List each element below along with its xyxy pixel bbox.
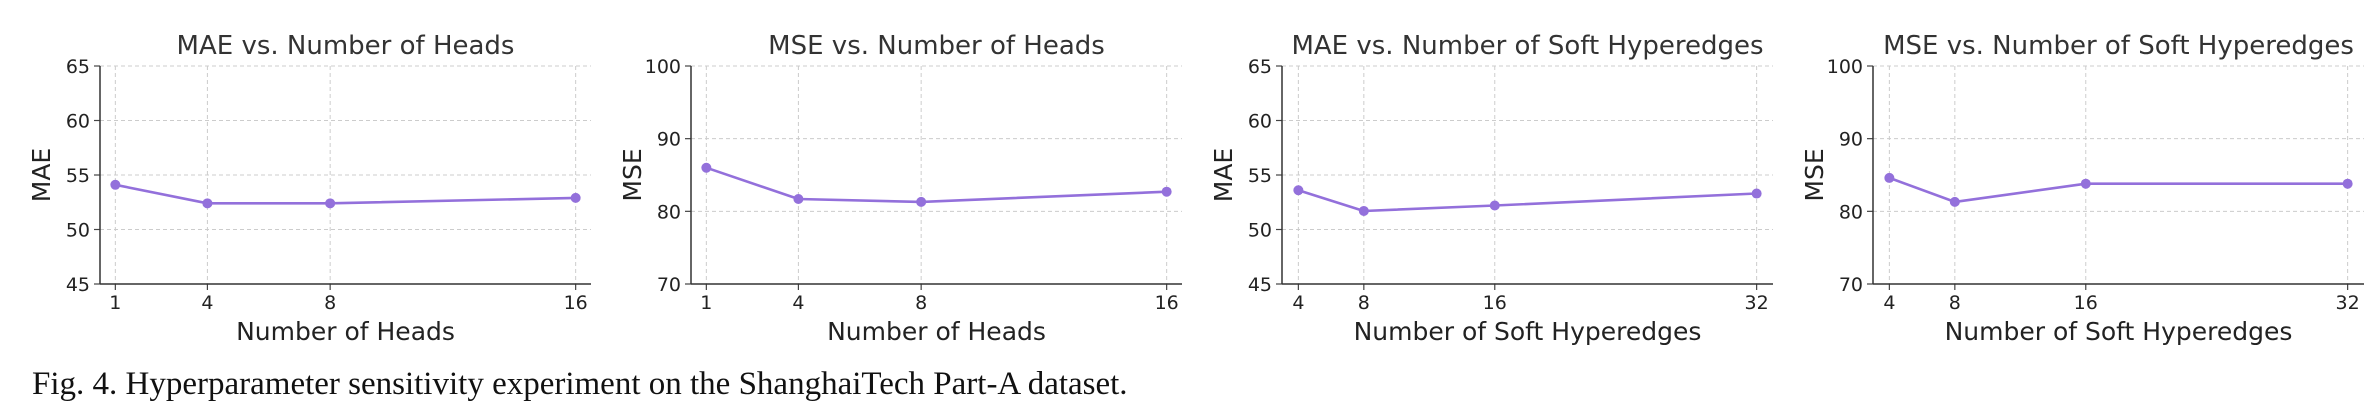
x-tick-label: 32: [1745, 292, 1769, 314]
y-tick-label: 90: [657, 129, 681, 151]
y-axis-label: MAE: [1209, 148, 1238, 202]
x-tick-label: 8: [1358, 292, 1370, 314]
x-axis-label: Number of Heads: [827, 317, 1046, 346]
data-point: [701, 162, 712, 173]
data-point: [793, 193, 804, 204]
y-tick-label: 100: [1827, 56, 1863, 78]
x-tick-label: 16: [2074, 292, 2098, 314]
y-tick-label: 55: [1248, 165, 1272, 187]
data-point: [1884, 172, 1895, 183]
x-axis-label: Number of Heads: [236, 317, 455, 346]
data-point: [570, 192, 581, 203]
x-tick-label: 4: [792, 292, 804, 314]
chart-title: MAE vs. Number of Heads: [177, 31, 515, 61]
series-line: [1888, 176, 2348, 204]
data-point: [1751, 188, 1762, 199]
y-tick-label: 70: [657, 274, 681, 296]
y-tick-label: 45: [1248, 274, 1272, 296]
y-tick-label: 100: [645, 56, 681, 78]
figure-caption: Fig. 4. Hyperparameter sensitivity exper…: [32, 366, 1128, 402]
data-point: [1161, 186, 1172, 197]
x-tick-label: 16: [1155, 292, 1179, 314]
line-charts-svg: 45 50 55 60 65 1 4 8 16 MAE vs. Number of Heads Nu…: [27, 31, 2364, 346]
x-axis-label: Number of Soft Hyperedges: [1354, 317, 1702, 346]
figure-panels: 45 50 55 60 65 1 4 8 16 MAE vs. Number of Heads Nu…: [27, 31, 2364, 346]
data-point: [916, 196, 927, 207]
y-tick-label: 50: [1248, 220, 1272, 242]
x-tick-label: 4: [201, 292, 213, 314]
y-tick-label: 45: [66, 274, 90, 296]
x-tick-label: 4: [1292, 292, 1304, 314]
data-point: [1489, 200, 1500, 211]
data-point: [2080, 178, 2091, 189]
y-tick-label: 80: [1839, 201, 1863, 223]
x-axis-label: Number of Soft Hyperedges: [1945, 317, 2293, 346]
y-tick-label: 60: [1248, 111, 1272, 133]
x-tick-label: 4: [1883, 292, 1895, 314]
chart-panel-3: 45 50 55 60 65 4 8 16 32 MAE vs. Number of Soft H…: [1209, 31, 1773, 346]
y-tick-label: 65: [1248, 56, 1272, 78]
data-point: [110, 179, 121, 190]
y-tick-label: 65: [66, 56, 90, 78]
chart-title: MSE vs. Number of Heads: [768, 31, 1105, 61]
data-point: [325, 198, 336, 209]
series-line: [115, 183, 576, 205]
y-axis-label: MSE: [618, 148, 647, 201]
x-tick-label: 16: [1483, 292, 1507, 314]
x-tick-label: 8: [1949, 292, 1961, 314]
y-axis-label: MSE: [1800, 148, 1829, 201]
y-tick-label: 80: [657, 201, 681, 223]
y-tick-label: 70: [1839, 274, 1863, 296]
series-line: [705, 166, 1167, 204]
data-point: [1949, 196, 1960, 207]
x-tick-label: 8: [915, 292, 927, 314]
y-tick-label: 90: [1839, 129, 1863, 151]
x-tick-label: 8: [324, 292, 336, 314]
data-point: [202, 198, 213, 209]
chart-title: MSE vs. Number of Soft Hyperedges: [1883, 31, 2354, 61]
chart-panel-4: 70 80 90 100 4 8 16 32 MSE vs. Number of Soft Hy…: [1800, 31, 2364, 346]
data-point: [1293, 185, 1304, 196]
y-tick-label: 60: [66, 111, 90, 133]
chart-title: MAE vs. Number of Soft Hyperedges: [1291, 31, 1763, 61]
y-tick-label: 55: [66, 165, 90, 187]
chart-panel-1: 45 50 55 60 65 1 4 8 16 MAE vs. Number of Heads Nu…: [27, 31, 591, 346]
x-tick-label: 16: [564, 292, 588, 314]
x-tick-label: 1: [109, 292, 121, 314]
x-tick-label: 1: [700, 292, 712, 314]
data-point: [2342, 178, 2353, 189]
data-point: [1358, 205, 1369, 216]
y-axis-label: MAE: [27, 148, 56, 202]
y-tick-label: 50: [66, 220, 90, 242]
x-tick-label: 32: [2336, 292, 2360, 314]
chart-panel-2: 70 80 90 100 1 4 8 16 MSE vs. Number of Heads Num…: [618, 31, 1182, 346]
series-line: [1298, 189, 1757, 213]
